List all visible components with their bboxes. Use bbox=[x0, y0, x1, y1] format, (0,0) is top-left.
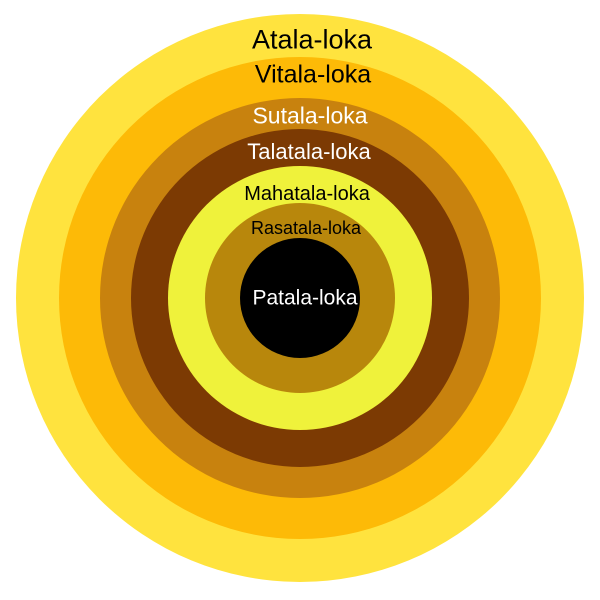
label-vitala-loka: Vitala-loka bbox=[254, 60, 372, 89]
label-talatala-loka: Talatala-loka bbox=[247, 139, 371, 164]
label-atala-loka: Atala-loka bbox=[251, 24, 373, 55]
label-patala-loka: Patala-loka bbox=[252, 286, 358, 310]
ring-patala-loka bbox=[240, 238, 360, 358]
label-sutala-loka: Sutala-loka bbox=[252, 102, 368, 129]
label-rasatala-loka: Rasatala-loka bbox=[250, 218, 362, 238]
label-mahatala-loka: Mahatala-loka bbox=[244, 183, 370, 205]
